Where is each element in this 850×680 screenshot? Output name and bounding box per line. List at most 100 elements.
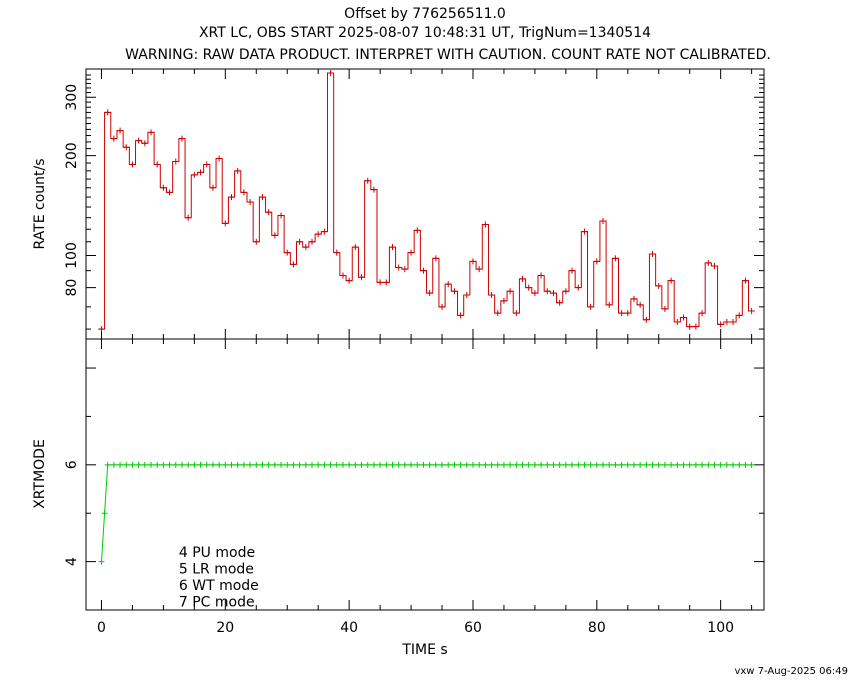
mode-point xyxy=(253,461,260,468)
mode-point xyxy=(135,461,142,468)
mode-point xyxy=(630,461,637,468)
rate-point xyxy=(581,228,588,235)
rate-point xyxy=(488,292,495,299)
mode-point xyxy=(284,461,291,468)
rate-point xyxy=(172,158,179,165)
mode-point xyxy=(197,461,204,468)
mode-point xyxy=(321,461,328,468)
mode-point xyxy=(333,461,340,468)
mode-point xyxy=(569,461,576,468)
rate-point xyxy=(476,266,483,273)
rate-point xyxy=(191,171,198,178)
mode-point xyxy=(209,461,216,468)
rate-point xyxy=(637,301,644,308)
rate-point xyxy=(451,288,458,295)
mode-point xyxy=(618,461,625,468)
rate-point xyxy=(439,303,446,310)
mode-point xyxy=(420,461,427,468)
rate-point xyxy=(123,144,130,151)
rate-point xyxy=(278,212,285,219)
rate-point xyxy=(321,228,328,235)
rate-point xyxy=(668,277,675,284)
mode-point xyxy=(736,461,743,468)
rate-point xyxy=(538,272,545,279)
rate-point xyxy=(612,255,619,262)
rate-point xyxy=(544,288,551,295)
mode-point xyxy=(686,461,693,468)
mode-point xyxy=(191,461,198,468)
rate-point xyxy=(395,264,402,271)
mode-point xyxy=(544,461,551,468)
rate-point xyxy=(104,109,111,116)
mode-point xyxy=(600,461,607,468)
rate-point xyxy=(649,251,656,258)
rate-point xyxy=(500,297,507,304)
rate-point xyxy=(408,249,415,256)
rate-point xyxy=(259,194,266,201)
rate-point xyxy=(290,261,297,268)
rate-point xyxy=(655,282,662,289)
mode-legend-entry: 6 WT mode xyxy=(179,578,259,594)
mode-point xyxy=(513,461,520,468)
rate-point xyxy=(197,169,204,176)
rate-point xyxy=(482,221,489,228)
mode-point xyxy=(482,461,489,468)
rate-point xyxy=(457,312,464,319)
xtick-label: 80 xyxy=(588,620,606,636)
mode-point xyxy=(222,461,229,468)
mode-point xyxy=(439,461,446,468)
rate-y-axis-label: RATE count/s xyxy=(32,158,48,249)
mode-point xyxy=(172,461,179,468)
mode-point xyxy=(426,461,433,468)
rate-point xyxy=(216,155,223,162)
mode-point xyxy=(265,461,272,468)
x-axis-label: TIME s xyxy=(401,642,447,658)
rate-point xyxy=(358,274,365,281)
mode-point xyxy=(699,461,706,468)
rate-point xyxy=(699,310,706,317)
mode-point xyxy=(668,461,675,468)
rate-point xyxy=(284,249,291,256)
mode-point xyxy=(377,461,384,468)
mode-point xyxy=(717,461,724,468)
mode-point xyxy=(538,461,545,468)
mode-point xyxy=(550,461,557,468)
rate-point xyxy=(748,308,755,315)
rate-point xyxy=(265,209,272,216)
mode-ytick-label: 6 xyxy=(64,460,80,469)
mode-point xyxy=(692,461,699,468)
rate-point xyxy=(463,292,470,299)
rate-series xyxy=(98,70,755,333)
mode-point xyxy=(451,461,458,468)
rate-point xyxy=(234,167,241,174)
rate-point xyxy=(643,316,650,323)
rate-point xyxy=(383,279,390,286)
xtick-label: 20 xyxy=(216,620,234,636)
mode-point xyxy=(507,461,514,468)
xtick-label: 40 xyxy=(340,620,358,636)
mode-point xyxy=(606,461,613,468)
mode-point xyxy=(166,461,173,468)
rate-ytick-label: 200 xyxy=(64,142,80,169)
rate-point xyxy=(606,301,613,308)
rate-point xyxy=(222,220,229,227)
rate-point xyxy=(154,161,161,168)
mode-ytick-label: 4 xyxy=(64,557,80,566)
rate-point xyxy=(445,281,452,288)
rate-point xyxy=(569,267,576,274)
rate-point xyxy=(556,299,563,306)
mode-point xyxy=(469,461,476,468)
rate-ytick-label: 100 xyxy=(64,242,80,269)
rate-point xyxy=(618,310,625,317)
rate-point xyxy=(736,312,743,319)
mode-point xyxy=(748,461,755,468)
rate-point xyxy=(674,319,681,326)
mode-point xyxy=(723,461,730,468)
mode-point xyxy=(711,461,718,468)
mode-point xyxy=(370,461,377,468)
mode-point xyxy=(643,461,650,468)
xtick-label: 60 xyxy=(464,620,482,636)
mode-point xyxy=(117,461,124,468)
rate-point xyxy=(271,232,278,239)
mode-point xyxy=(562,461,569,468)
